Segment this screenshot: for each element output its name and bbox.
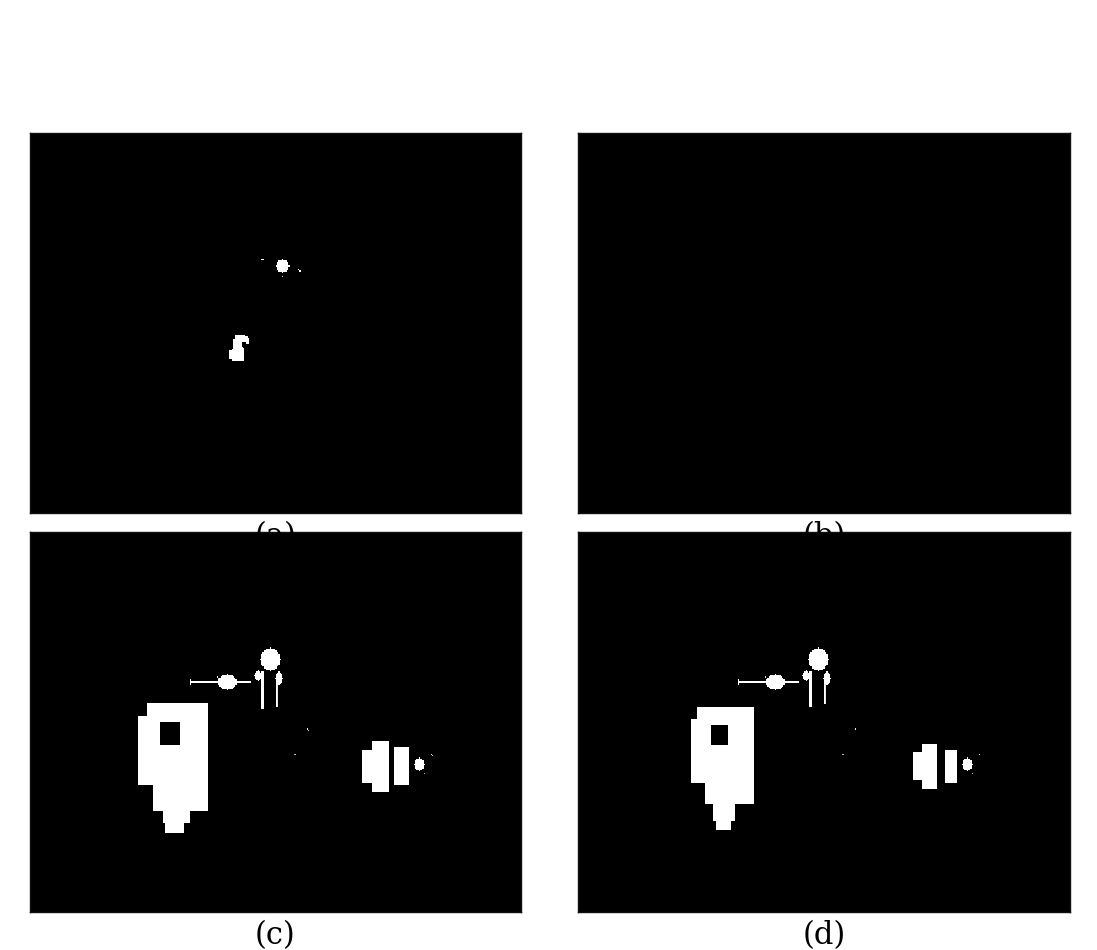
Text: (a): (a) — [255, 522, 296, 552]
Text: (c): (c) — [255, 921, 296, 950]
Text: (d): (d) — [802, 921, 846, 950]
Text: (b): (b) — [802, 522, 846, 552]
